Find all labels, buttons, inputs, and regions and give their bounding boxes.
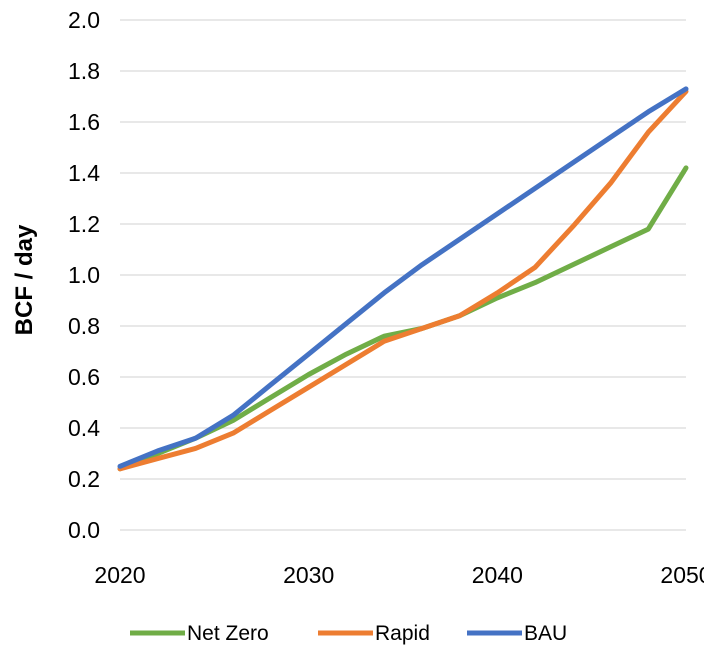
- y-axis-label: BCF / day: [11, 224, 38, 335]
- y-axis-ticks: 0.0 0.2 0.4 0.6 0.8 1.0 1.2 1.4 1.6 1.8 2.0: [68, 7, 100, 543]
- gridlines: [120, 19, 686, 531]
- y-tick-label: 0.6: [68, 364, 100, 390]
- y-tick-label: 2.0: [68, 7, 100, 33]
- series-line-bau: [117, 86, 689, 469]
- series-line-rapid: [117, 88, 689, 472]
- legend-label: BAU: [524, 622, 567, 645]
- series-line-net-zero: [117, 165, 689, 472]
- y-tick-label: 1.0: [68, 262, 100, 288]
- x-tick-label: 2040: [472, 562, 523, 588]
- y-tick-label: 1.2: [68, 211, 100, 237]
- y-tick-label: 0.0: [68, 517, 100, 543]
- series-lines: [117, 86, 689, 472]
- legend: Net Zero Rapid BAU: [130, 622, 567, 645]
- x-tick-label: 2030: [283, 562, 334, 588]
- x-tick-label: 2050: [660, 562, 704, 588]
- y-tick-label: 0.4: [68, 415, 100, 441]
- y-tick-label: 1.8: [68, 58, 100, 84]
- legend-label: Net Zero: [187, 622, 269, 645]
- legend-label: Rapid: [375, 622, 430, 645]
- x-tick-label: 2020: [94, 562, 145, 588]
- y-tick-label: 1.6: [68, 109, 100, 135]
- x-axis-ticks: 2020 2030 2040 2050: [94, 562, 704, 588]
- y-tick-label: 0.2: [68, 466, 100, 492]
- y-tick-label: 1.4: [68, 160, 100, 186]
- y-tick-label: 0.8: [68, 313, 100, 339]
